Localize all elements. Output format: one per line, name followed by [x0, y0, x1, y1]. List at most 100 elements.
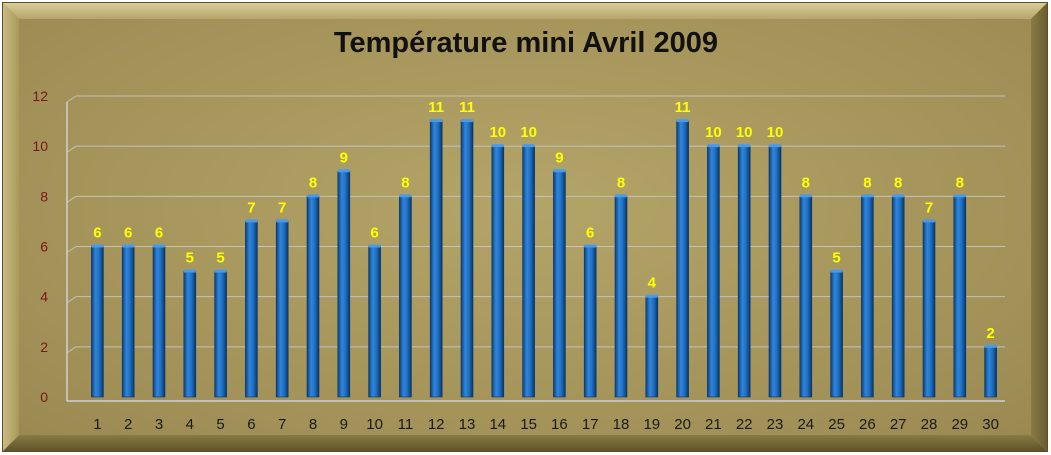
bar-top: [676, 119, 689, 123]
data-label: 6: [586, 225, 594, 242]
bar-top: [738, 144, 751, 148]
axes: [66, 102, 1005, 402]
x-tick-label: 14: [489, 416, 506, 433]
data-label: 10: [736, 124, 753, 141]
bar-top: [430, 119, 443, 123]
bar-top: [584, 244, 597, 248]
x-tick-label: 4: [186, 416, 194, 433]
bar: [121, 246, 135, 398]
data-label: 8: [863, 174, 871, 191]
bar: [645, 296, 659, 398]
bar: [614, 196, 628, 398]
bar-top: [615, 194, 627, 198]
y-tick-label: 6: [40, 239, 48, 255]
data-label: 10: [489, 124, 506, 141]
bar-top: [861, 194, 874, 198]
bar-top: [522, 144, 535, 148]
bar: [984, 346, 997, 398]
bar: [553, 170, 566, 398]
x-tick-label: 3: [155, 416, 163, 433]
x-tick-label: 10: [366, 416, 383, 433]
bar-top: [461, 119, 473, 123]
x-tick-label: 7: [278, 416, 286, 433]
bar: [214, 271, 227, 398]
bar: [368, 246, 381, 398]
bar-top: [153, 244, 165, 248]
data-label: 11: [428, 99, 444, 116]
bar: [830, 271, 843, 398]
bar: [183, 271, 197, 398]
x-tick-label: 15: [520, 416, 537, 433]
frame-bevel-bottom: [3, 435, 1047, 451]
data-label: 7: [247, 199, 255, 216]
data-label: 5: [832, 250, 840, 267]
data-label: 2: [986, 325, 994, 342]
bar-top: [799, 194, 812, 198]
data-label: 10: [705, 124, 722, 141]
gridline-depth: [66, 145, 77, 153]
bar: [799, 196, 813, 398]
bar: [891, 196, 905, 398]
data-label: 5: [186, 250, 194, 267]
bar: [491, 145, 505, 398]
bar: [861, 196, 874, 398]
x-tick-label: 9: [340, 416, 348, 433]
bar-top: [707, 144, 720, 148]
data-label: 8: [894, 174, 902, 191]
x-tick-label: 5: [216, 416, 224, 433]
bar-top: [830, 269, 843, 273]
bar: [399, 196, 412, 398]
x-tick-label: 22: [736, 416, 753, 433]
gridline-depth: [66, 296, 77, 304]
x-tick-label: 19: [643, 416, 660, 433]
bar-top: [953, 194, 966, 198]
bar: [245, 221, 258, 398]
x-tick-label: 11: [398, 416, 414, 433]
data-label: 6: [124, 225, 132, 242]
x-tick-label: 30: [982, 416, 999, 433]
y-tick-labels: 0 2 4 6 8 10 12: [32, 88, 48, 405]
data-labels: 6 6 6 5 5 7 7 8 9 6 8 11 11 10 10 9 6 8 4 11 10 10 10 8 5 8 8 7 8 2: [93, 99, 995, 342]
y-tick-label: 4: [40, 289, 48, 305]
data-label: 11: [459, 99, 475, 116]
chart-title: Température mini Avril 2009: [333, 27, 719, 59]
y-tick-label: 8: [40, 188, 48, 204]
bar: [922, 221, 936, 398]
bar: [953, 196, 967, 398]
data-label: 8: [956, 174, 964, 191]
x-tick-label: 16: [551, 416, 568, 433]
x-tick-label: 29: [951, 416, 968, 433]
bar: [707, 145, 720, 398]
bar-top: [214, 269, 227, 273]
x-tick-labels: 1 2 3 4 5 6 7 8 9 10 11 12 13 14 15 16 17 18 19 20 21 22 23 24 2…: [93, 416, 999, 433]
bar-top: [245, 219, 258, 223]
bar-top: [769, 144, 781, 148]
x-tick-label: 8: [309, 416, 317, 433]
bar-top: [307, 194, 319, 198]
bar-top: [892, 194, 905, 198]
x-tick-label: 13: [459, 416, 476, 433]
bar: [306, 196, 320, 398]
x-tick-label: 24: [797, 416, 814, 433]
gridline-depth: [66, 195, 77, 203]
data-label: 8: [617, 174, 625, 191]
x-tick-label: 26: [859, 416, 876, 433]
bar: [152, 246, 166, 398]
bar: [460, 120, 474, 398]
y-tick-label: 10: [32, 138, 48, 154]
bar-top: [337, 169, 350, 173]
data-label: 7: [278, 199, 286, 216]
bar-top: [923, 219, 935, 223]
data-label: 8: [802, 174, 810, 191]
data-label: 6: [370, 225, 378, 242]
x-tick-label: 25: [828, 416, 845, 433]
x-tick-label: 2: [124, 416, 132, 433]
bar: [429, 120, 443, 398]
x-tick-label: 18: [613, 416, 630, 433]
bar: [676, 120, 689, 398]
data-label: 10: [767, 124, 784, 141]
data-label: 8: [401, 174, 409, 191]
x-tick-label: 23: [767, 416, 784, 433]
bar: [522, 145, 535, 398]
